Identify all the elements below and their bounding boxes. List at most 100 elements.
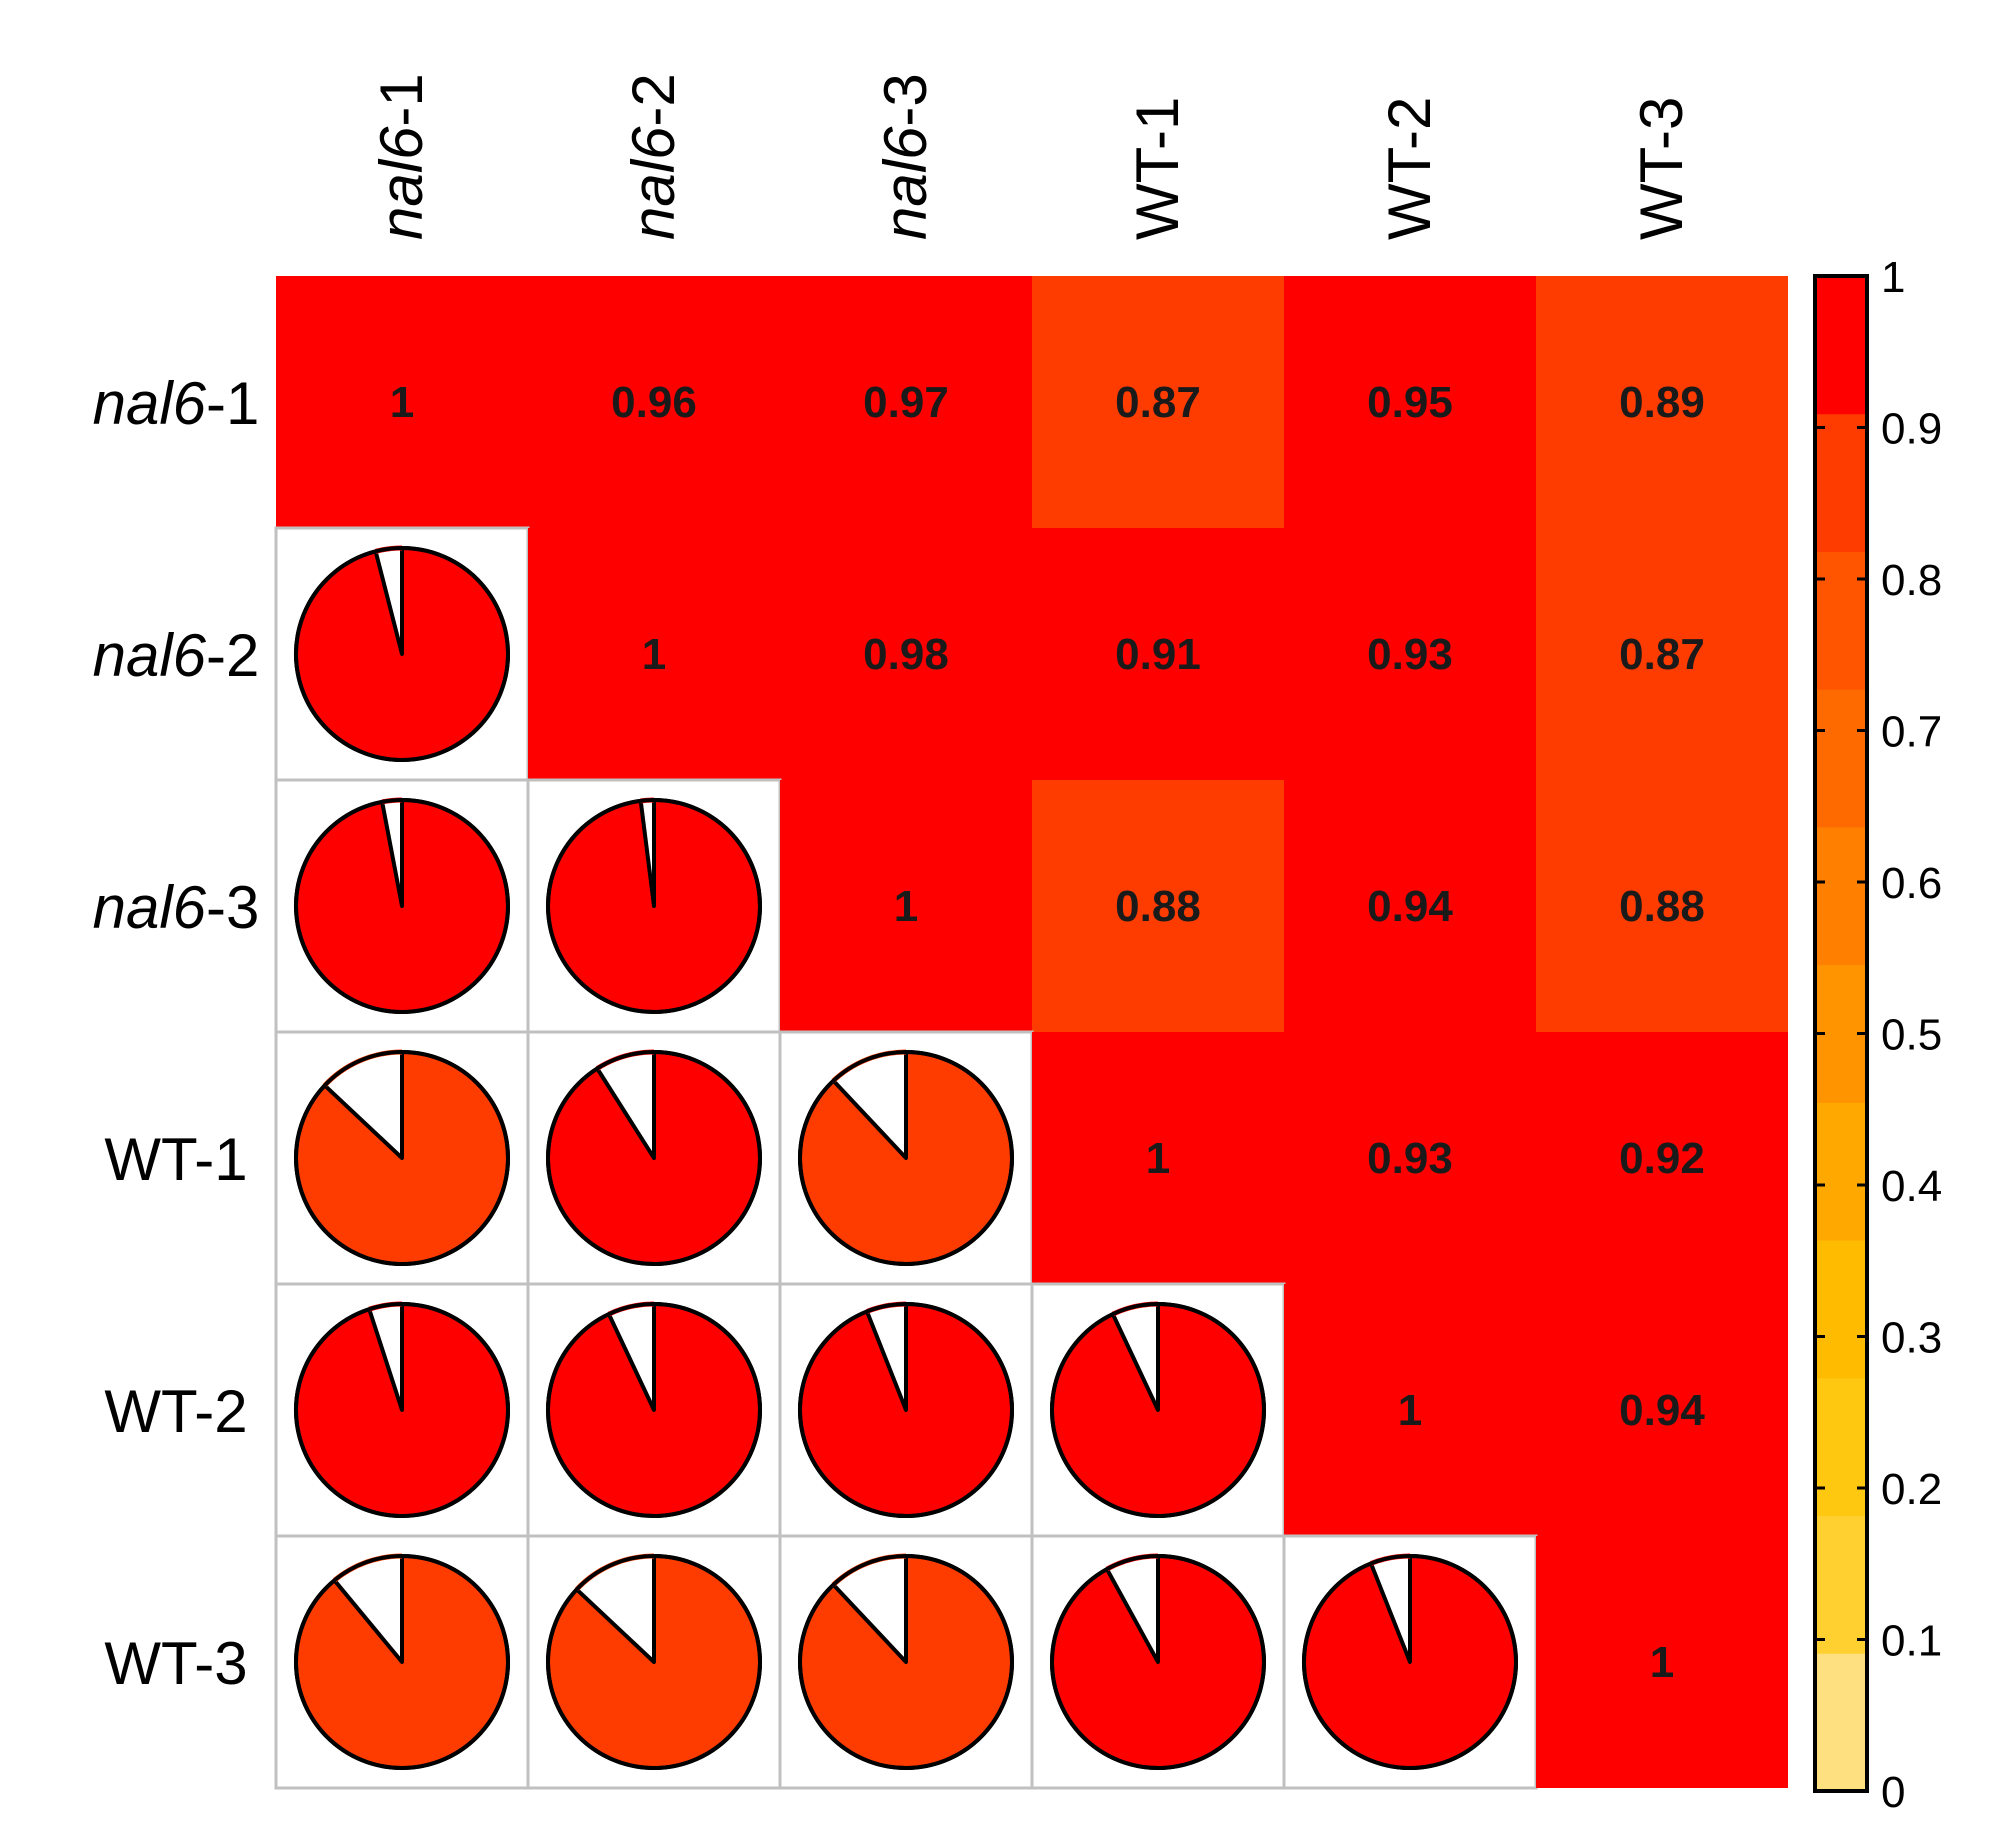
heatmap-cell-2-3 (780, 528, 1032, 780)
colorbar-bin-1 (1815, 1515, 1867, 1654)
colorbar-tick-label-0: 0 (1881, 1768, 1905, 1817)
row-label-suffix-4: WT-1 (104, 1126, 247, 1193)
heatmap-cell-3-3 (780, 780, 1032, 1032)
cell-value-2-5: 0.93 (1367, 630, 1453, 679)
column-label-1: nal6-1 (368, 73, 435, 240)
heatmap-cell-3-4 (1032, 780, 1284, 1032)
cell-value-3-6: 0.88 (1619, 882, 1705, 931)
pie-outline-6-3 (798, 1554, 1014, 1770)
heatmap-cell-4-5 (1284, 1032, 1536, 1284)
heatmap-cell-1-3 (780, 276, 1032, 528)
pie-outline-3-2 (546, 798, 762, 1014)
pie-outline-5-2 (546, 1302, 762, 1518)
heatmap-cell-1-4 (1032, 276, 1284, 528)
row-label-5: WT-2 (104, 1378, 247, 1445)
colorbar-bin-0 (1815, 1653, 1867, 1792)
heatmap-cell-6-6 (1536, 1536, 1788, 1788)
colorbar-tick-label-8: 0.8 (1881, 556, 1942, 605)
pie-outline-6-1 (294, 1554, 510, 1770)
heatmap-cell-1-6 (1536, 276, 1788, 528)
cell-value-2-6: 0.87 (1619, 630, 1705, 679)
heatmap-cell-3-5 (1284, 780, 1536, 1032)
heatmap-cell-1-2 (528, 276, 780, 528)
value-labels: 1 0.96 0.97 0.87 0.95 0.89 1 0.98 0.91 0.93 0.87 1 0… (390, 378, 1706, 1687)
heatmap-cell-2-6 (1536, 528, 1788, 780)
column-label-6: WT-3 (1628, 97, 1695, 240)
heatmap-cell-5-6 (1536, 1284, 1788, 1536)
cell-value-2-3: 0.98 (863, 630, 949, 679)
column-label-suffix-3: -3 (872, 73, 939, 126)
colorbar-bin-6 (1815, 826, 1867, 966)
pie-outline-6-4 (1050, 1554, 1266, 1770)
row-label-3: nal6-3 (93, 874, 260, 941)
cell-value-2-2: 1 (642, 630, 666, 679)
heatmap-cell-4-4 (1032, 1032, 1284, 1284)
pie-outline-6-2 (546, 1554, 762, 1770)
heatmap-cells (274, 276, 1788, 1790)
heatmap-cell-4-6 (1536, 1032, 1788, 1284)
cell-value-5-5: 1 (1398, 1386, 1422, 1435)
heatmap-cell-2-4 (1032, 528, 1284, 780)
column-label-suffix-1: -1 (368, 73, 435, 126)
column-label-suffix-5: WT-2 (1376, 97, 1443, 240)
pie-outline-5-1 (294, 1302, 510, 1518)
row-label-4: WT-1 (104, 1126, 247, 1193)
column-label-suffix-6: WT-3 (1628, 97, 1695, 240)
column-label-prefix-2: nal6 (620, 126, 687, 240)
heatmap-cell-2-2 (528, 528, 780, 780)
row-label-suffix-3: -3 (206, 874, 259, 941)
cell-value-4-5: 0.93 (1367, 1134, 1453, 1183)
row-label-suffix-5: WT-2 (104, 1378, 247, 1445)
heatmap-cell-3-6 (1536, 780, 1788, 1032)
cell-value-6-6: 1 (1650, 1638, 1674, 1687)
pie-outline-6-5 (1302, 1554, 1518, 1770)
colorbar-tick-label-5: 0.5 (1881, 1011, 1942, 1060)
colorbar: 0 0.1 0.2 0.3 0.4 0.5 0.6 0.7 0.8 0.9 1 (1813, 253, 1942, 1817)
heatmap-cell-1-5 (1284, 276, 1536, 528)
colorbar-tick-label-4: 0.4 (1881, 1162, 1942, 1211)
colorbar-bin-7 (1815, 689, 1867, 828)
cell-value-2-4: 0.91 (1115, 630, 1201, 679)
row-label-2: nal6-2 (93, 622, 260, 689)
cell-value-1-2: 0.96 (611, 378, 697, 427)
column-label-suffix-4: WT-1 (1124, 97, 1191, 240)
colorbar-bin-4 (1815, 1102, 1867, 1241)
row-label-6: WT-3 (104, 1630, 247, 1697)
row-label-prefix-3: nal6 (93, 874, 207, 941)
colorbar-tick-label-1: 0.1 (1881, 1617, 1942, 1666)
column-label-3: nal6-3 (872, 73, 939, 240)
row-label-suffix-6: WT-3 (104, 1630, 247, 1697)
column-label-4: WT-1 (1124, 97, 1191, 240)
row-label-suffix-2: -2 (206, 622, 259, 689)
pie-outline-5-3 (798, 1302, 1014, 1518)
pie-outline-5-4 (1050, 1302, 1266, 1518)
cell-value-1-1: 1 (390, 378, 414, 427)
cell-value-3-3: 1 (894, 882, 918, 931)
colorbar-bin-2 (1815, 1377, 1867, 1517)
cell-value-3-4: 0.88 (1115, 882, 1201, 931)
row-label-prefix-1: nal6 (93, 370, 207, 437)
cell-value-1-3: 0.97 (863, 378, 949, 427)
cell-value-3-5: 0.94 (1367, 882, 1453, 931)
colorbar-tick-label-7: 0.7 (1881, 708, 1942, 757)
colorbar-bin-3 (1815, 1240, 1867, 1379)
colorbar-tick-label-3: 0.3 (1881, 1314, 1942, 1363)
column-label-2: nal6-2 (620, 73, 687, 240)
heatmap-cell-1-1 (276, 276, 528, 528)
column-label-suffix-2: -2 (620, 73, 687, 126)
cell-value-1-4: 0.87 (1115, 378, 1201, 427)
pie-cells (294, 545, 1518, 1770)
heatmap-cell-2-5 (1284, 528, 1536, 780)
pie-outline-2-1 (294, 546, 510, 762)
cell-value-4-6: 0.92 (1619, 1134, 1705, 1183)
colorbar-tick-label-10: 1 (1881, 253, 1905, 302)
row-label-suffix-1: -1 (206, 370, 259, 437)
column-label-prefix-1: nal6 (368, 126, 435, 240)
colorbar-bin-10 (1815, 276, 1867, 415)
row-label-prefix-2: nal6 (93, 622, 207, 689)
cell-value-1-6: 0.89 (1619, 378, 1705, 427)
cell-value-5-6: 0.94 (1619, 1386, 1705, 1435)
column-label-5: WT-2 (1376, 97, 1443, 240)
colorbar-bin-9 (1815, 413, 1867, 552)
